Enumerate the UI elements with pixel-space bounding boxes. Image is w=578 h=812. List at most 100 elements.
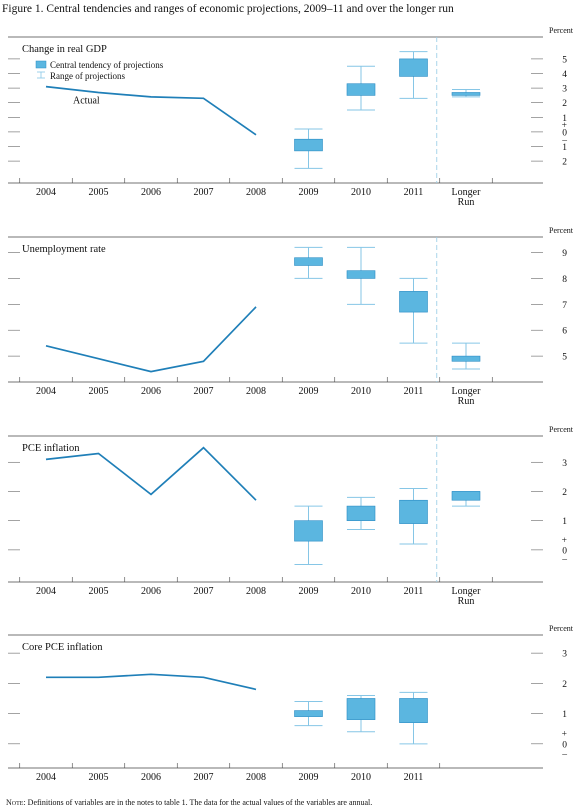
- x-tick-label: 2008: [246, 386, 266, 397]
- projection-2010: [346, 694, 376, 733]
- x-tick-label: 2011: [404, 772, 424, 783]
- y-tick-label: +: [562, 121, 567, 131]
- central-tendency-box: [346, 83, 376, 96]
- y-tick-label: 0: [562, 740, 567, 750]
- y-tick-label: 1: [562, 710, 567, 720]
- x-tick-label: Run: [458, 396, 475, 407]
- x-tick-label: 2004: [36, 386, 56, 397]
- y-tick-label: 4: [562, 70, 567, 80]
- projection-longer-run: [451, 342, 481, 370]
- x-tick-label: 2006: [141, 187, 161, 198]
- x-tick-label: 2008: [246, 187, 266, 198]
- x-tick-label: 2007: [194, 586, 214, 597]
- x-tick-label: 2010: [351, 586, 371, 597]
- projection-2009: [294, 505, 323, 565]
- actual-series-line: [46, 673, 257, 691]
- central-tendency-box: [399, 58, 428, 77]
- panel-title: PCE inflation: [22, 443, 80, 454]
- unit-label: Percent: [549, 226, 574, 235]
- actual-series-line: [45, 306, 257, 373]
- projection-2010: [346, 496, 376, 530]
- central-tendency-box: [346, 270, 376, 279]
- y-tick-label: 2: [562, 158, 567, 168]
- x-tick-label: 2004: [36, 586, 56, 597]
- projection-2010: [346, 246, 376, 305]
- y-tick-label: 2: [562, 99, 567, 109]
- figure-note: Note: Definitions of variables are in th…: [6, 798, 372, 807]
- projection-2011: [399, 277, 428, 344]
- central-tendency-box: [346, 505, 376, 521]
- y-tick-label: –: [561, 749, 567, 759]
- x-tick-label: 2006: [141, 586, 161, 597]
- x-tick-label: 2009: [299, 772, 319, 783]
- panel-title: Change in real GDP: [22, 44, 107, 55]
- central-tendency-box: [451, 491, 481, 501]
- central-tendency-box: [451, 355, 481, 362]
- x-tick-label: 2011: [404, 386, 424, 397]
- x-tick-label: 2009: [299, 386, 319, 397]
- x-tick-label: 2005: [89, 386, 109, 397]
- panel-4: Percent Core PCE inflation 3 2 1 +0– 2004 2005 2…: [8, 624, 574, 783]
- panel-2: Percent Unemployment rate 9 8 7 6 5 2004 2005 200…: [8, 226, 574, 407]
- x-tick-label: 2005: [89, 586, 109, 597]
- x-tick-label: 2010: [351, 386, 371, 397]
- y-tick-label: 9: [562, 249, 567, 259]
- y-tick-label: 1: [562, 517, 567, 527]
- y-tick-label: 5: [562, 55, 567, 65]
- y-tick-label: 3: [562, 459, 567, 469]
- x-tick-label: 2006: [141, 386, 161, 397]
- actual-label: Actual: [73, 96, 100, 107]
- legend-range-label: Range of projections: [50, 71, 125, 81]
- unit-label: Percent: [549, 624, 574, 633]
- y-tick-label: 0: [562, 546, 567, 556]
- projection-2009: [294, 701, 323, 727]
- x-tick-label: Longer: [452, 386, 482, 397]
- x-tick-label: 2004: [36, 187, 56, 198]
- y-tick-label: 7: [562, 301, 567, 311]
- central-tendency-box: [451, 92, 481, 96]
- x-tick-label: 2005: [89, 187, 109, 198]
- projection-2011: [399, 51, 428, 99]
- central-tendency-box: [399, 499, 428, 524]
- panel-3: Percent PCE inflation 3 2 1 +0– 2004 2005 2006 20…: [8, 425, 574, 607]
- x-tick-label: 2009: [299, 187, 319, 198]
- x-tick-label: 2010: [351, 772, 371, 783]
- legend-central-label: Central tendency of projections: [50, 60, 164, 70]
- x-tick-label: 2004: [36, 772, 56, 783]
- panel-title: Unemployment rate: [22, 244, 106, 255]
- central-tendency-box: [294, 710, 323, 717]
- y-tick-label: 5: [562, 353, 567, 363]
- unit-label: Percent: [549, 425, 574, 434]
- projection-2010: [346, 65, 376, 111]
- x-tick-label: 2005: [89, 772, 109, 783]
- y-tick-label: –: [561, 555, 567, 565]
- x-tick-label: Longer: [452, 187, 482, 198]
- x-tick-label: 2011: [404, 586, 424, 597]
- y-tick-label: +: [562, 730, 567, 740]
- projection-longer-run: [451, 89, 481, 98]
- x-tick-label: 2007: [194, 772, 214, 783]
- x-tick-label: 2007: [194, 187, 214, 198]
- x-tick-label: Longer: [452, 586, 482, 597]
- y-tick-label: +: [562, 536, 567, 546]
- projection-longer-run: [451, 490, 481, 507]
- y-tick-label: 2: [562, 680, 567, 690]
- x-tick-label: 2011: [404, 187, 424, 198]
- y-tick-label: 1: [562, 143, 567, 153]
- x-tick-label: 2007: [194, 386, 214, 397]
- x-tick-label: Run: [458, 596, 475, 607]
- note-text: Definitions of variables are in the note…: [27, 798, 373, 807]
- projection-2011: [399, 488, 428, 545]
- actual-series-line: [45, 85, 257, 136]
- figure-title: Figure 1. Central tendencies and ranges …: [2, 3, 454, 15]
- actual-series-line: [45, 446, 257, 501]
- y-tick-label: 8: [562, 275, 567, 285]
- x-tick-label: 2006: [141, 772, 161, 783]
- projection-2009: [294, 128, 323, 169]
- legend-central-swatch: [35, 60, 47, 69]
- y-tick-label: 0: [562, 128, 567, 138]
- note-label: Note:: [6, 798, 26, 807]
- central-tendency-box: [399, 698, 428, 723]
